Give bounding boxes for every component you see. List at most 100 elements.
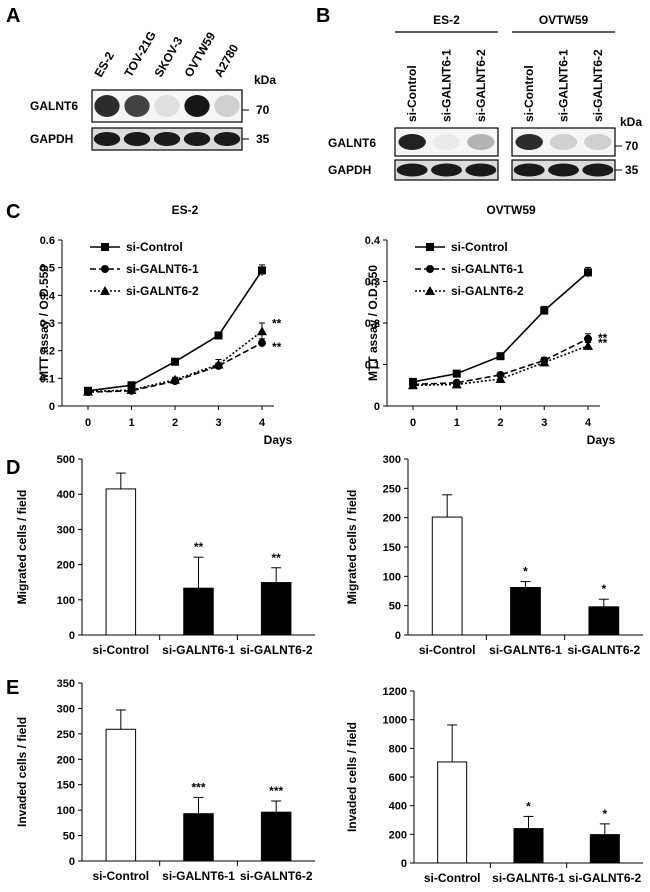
y-tick-label: 500 <box>57 454 75 466</box>
y-tick-label: 1000 <box>383 715 407 727</box>
y-tick-label: 200 <box>57 754 75 766</box>
marker-triangle <box>83 386 93 396</box>
chart-d-es2: 0 100 200 300 400 500 Migrated cells / field si… <box>15 454 315 657</box>
y-tick-label: 0.3 <box>365 277 380 289</box>
legend-entry: si-GALNT6-1 <box>126 262 199 276</box>
x-tick-label: 2 <box>497 417 503 429</box>
marker-triangle <box>451 379 462 389</box>
y-axis-label: Migrated cells / field <box>15 490 29 605</box>
legend-entry: si-GALNT6-2 <box>126 284 199 298</box>
bar-si-control <box>105 488 137 636</box>
lane-label-si-control: si-Control <box>522 65 536 122</box>
bar-si-galnt6-1 <box>510 586 541 636</box>
legend-entry: si-GALNT6-2 <box>451 284 524 298</box>
y-tick-label: 0 <box>49 401 55 413</box>
gapdh-band <box>396 163 428 177</box>
y-tick-label: 600 <box>389 772 407 784</box>
legend-entry: si-Control <box>126 240 183 254</box>
y-tick-label: 400 <box>57 489 75 501</box>
y-tick-label: 350 <box>57 678 75 690</box>
gapdh-band <box>548 163 579 177</box>
gapdh-band <box>153 132 181 146</box>
y-tick-label: 100 <box>57 595 75 607</box>
y-tick-label: 0 <box>374 401 380 413</box>
y-tick-label: 100 <box>57 805 75 817</box>
chart-title: ES-2 <box>172 203 199 217</box>
x-tick-label: 1 <box>128 417 134 429</box>
legend-entry: si-Control <box>451 240 508 254</box>
marker-triangle <box>126 384 137 394</box>
y-tick-label: 0.2 <box>40 346 55 358</box>
panel-letter-b: B <box>316 5 330 27</box>
marker-square <box>258 266 266 275</box>
category-label: si-Control <box>424 871 481 885</box>
gapdh-band <box>183 132 211 146</box>
marker-square <box>540 306 549 315</box>
y-tick-label: 200 <box>57 560 75 572</box>
y-tick-label: 0.2 <box>365 318 380 330</box>
panel-b: B ES-2 si-Control si-GALNT6-1 si-GALNT6-2 OVT… <box>316 5 642 181</box>
group-label-ovtw59: OVTW59 <box>539 13 589 27</box>
category-label: si-Control <box>92 643 149 657</box>
category-label: si-GALNT6-2 <box>568 871 641 885</box>
bar-si-galnt6-1 <box>513 828 544 864</box>
y-tick-label: 0 <box>69 630 75 642</box>
row-label-galnt6: GALNT6 <box>328 136 376 150</box>
lane-label-si-galnt6-2: si-GALNT6-2 <box>474 49 488 122</box>
bar-si-galnt6-2 <box>260 582 292 636</box>
gapdh-band <box>213 132 241 146</box>
x-tick-label: 4 <box>259 417 266 429</box>
category-label: si-GALNT6-1 <box>492 871 565 885</box>
marker-triangle <box>495 374 506 384</box>
category-label: si-GALNT6-1 <box>162 643 235 657</box>
significance-mark: *** <box>191 780 205 794</box>
y-tick-label: 100 <box>383 571 401 583</box>
gapdh-band <box>431 163 462 177</box>
lane-label-si-control: si-Control <box>405 65 419 122</box>
y-tick-label: 0.4 <box>40 290 56 302</box>
marker-square <box>171 357 179 366</box>
y-tick-label: 0.3 <box>40 318 55 330</box>
y-tick-label: 0.5 <box>40 263 55 275</box>
marker-circle <box>101 265 109 273</box>
marker-triangle <box>257 326 267 336</box>
series-line-si-galnt6-1 <box>412 338 589 386</box>
x-tick-label: 2 <box>172 417 178 429</box>
y-tick-label: 0.4 <box>365 235 381 247</box>
significance-mark: * <box>523 565 528 579</box>
row-label-galnt6: GALNT6 <box>30 99 78 113</box>
marker-circle <box>426 265 434 273</box>
marker-triangle <box>100 286 110 295</box>
marker-triangle <box>408 380 418 390</box>
y-tick-label: 250 <box>57 729 75 741</box>
y-tick-label: 0.1 <box>365 360 380 372</box>
x-tick-label: 3 <box>215 417 221 429</box>
galnt6-band <box>515 134 543 150</box>
bar-si-galnt6-2 <box>589 834 620 864</box>
kda-label: kDa <box>254 73 276 87</box>
kda-label: kDa <box>620 115 642 129</box>
y-axis-label: Invaded cells / field <box>15 717 29 827</box>
category-label: si-GALNT6-1 <box>489 643 562 657</box>
significance-mark: * <box>602 807 607 821</box>
x-tick-label: 3 <box>541 417 547 429</box>
x-axis-label: Days <box>587 433 616 447</box>
y-tick-label: 1200 <box>383 686 407 698</box>
mw-marker-70: 70 <box>625 139 639 153</box>
y-tick-label: 300 <box>57 524 75 536</box>
galnt6-band <box>154 95 180 117</box>
y-tick-label: 150 <box>57 780 75 792</box>
y-tick-label: 0 <box>401 858 407 870</box>
y-axis-label: Invaded cells / field <box>345 722 359 832</box>
bar-si-galnt6-1 <box>183 813 214 862</box>
lane-label-si-galnt6-2: si-GALNT6-2 <box>591 49 605 122</box>
category-label: si-GALNT6-1 <box>162 869 235 883</box>
lane-label-a2780: A2780 <box>211 42 241 80</box>
marker-triangle <box>213 359 224 369</box>
y-tick-label: 0.6 <box>40 235 55 247</box>
y-tick-label: 0 <box>69 856 75 868</box>
x-tick-label: 0 <box>85 417 91 429</box>
marker-square <box>426 243 434 251</box>
marker-square <box>214 331 223 340</box>
